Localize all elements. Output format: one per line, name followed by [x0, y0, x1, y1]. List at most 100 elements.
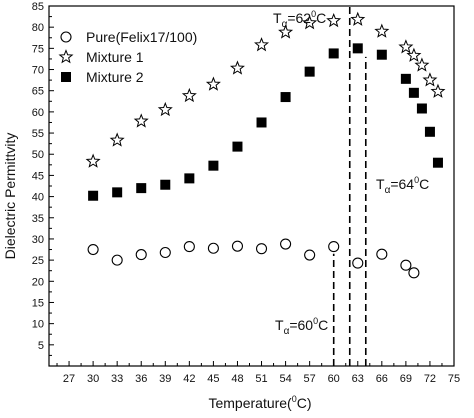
data-point: [254, 37, 270, 52]
data-point: [432, 157, 443, 168]
x-tick-label: 60: [328, 373, 340, 385]
data-point: [135, 249, 147, 261]
data-point: [231, 240, 244, 252]
data-point: [408, 87, 419, 98]
data-point: [280, 92, 291, 103]
data-point: [184, 173, 195, 184]
y-tick-label: 15: [32, 297, 44, 309]
y-axis-title: Dielectric Permittvity: [2, 133, 18, 260]
data-point: [376, 49, 387, 60]
x-tick-label: 45: [207, 373, 219, 385]
legend-label: Pure(Felix17/100): [86, 29, 197, 45]
data-point: [183, 241, 195, 253]
data-point: [352, 257, 364, 269]
y-tick-label: 25: [32, 255, 44, 267]
data-point: [205, 76, 221, 91]
data-point: [88, 190, 99, 201]
transition-label: Tα=620C: [273, 9, 326, 30]
data-point: [406, 47, 422, 62]
data-point: [304, 249, 316, 261]
x-tick-label: 36: [135, 373, 147, 385]
data-point: [85, 153, 101, 168]
data-point: [112, 187, 123, 198]
y-tick-label: 10: [32, 319, 44, 331]
x-tick-label: 69: [400, 373, 412, 385]
x-tick-label: 57: [304, 373, 316, 385]
data-point: [208, 160, 219, 171]
data-point: [400, 259, 412, 271]
x-tick-label: 33: [111, 373, 123, 385]
data-point: [109, 132, 125, 147]
y-tick-label: 50: [32, 149, 44, 161]
x-tick-label: 51: [255, 373, 267, 385]
y-tick-label: 40: [32, 192, 44, 204]
data-point: [229, 60, 245, 75]
data-point: [278, 24, 294, 39]
y-tick-label: 65: [32, 86, 44, 98]
y-tick-label: 20: [32, 276, 44, 288]
transition-label: Tα=600C: [275, 316, 328, 337]
x-axis-title: Temperature(0C): [208, 394, 311, 411]
data-point: [352, 43, 363, 54]
legend-label: Mixture 2: [86, 69, 144, 85]
x-tick-label: 54: [279, 373, 291, 385]
x-tick-label: 27: [63, 373, 75, 385]
y-tick-label: 30: [32, 234, 44, 246]
x-tick-label: 42: [183, 373, 195, 385]
y-tick-label: 60: [32, 107, 44, 119]
data-point: [159, 246, 171, 259]
data-point: [256, 117, 267, 128]
y-tick-label: 5: [38, 340, 44, 352]
data-point: [280, 238, 292, 250]
x-tick-label: 30: [87, 373, 99, 385]
data-point: [422, 72, 438, 87]
data-point: [400, 73, 411, 84]
data-point: [157, 101, 173, 117]
data-point: [430, 83, 446, 98]
data-point: [181, 87, 197, 103]
y-tick-label: 75: [32, 43, 44, 55]
data-point: [302, 15, 318, 30]
y-tick-label: 45: [32, 170, 44, 182]
data-point: [328, 48, 339, 59]
legend-marker: [58, 49, 74, 64]
y-tick-label: 70: [32, 65, 44, 77]
series-2: [85, 11, 446, 168]
data-point: [326, 12, 342, 28]
transition-label: Tα=640C: [376, 175, 429, 196]
x-tick-label: 72: [424, 373, 436, 385]
data-point: [424, 126, 435, 137]
data-point: [136, 183, 147, 194]
data-point: [408, 267, 420, 279]
data-point: [87, 243, 99, 256]
x-tick-label: 75: [448, 373, 460, 385]
legend-marker: [61, 72, 71, 82]
data-point: [398, 39, 414, 54]
x-tick-label: 63: [352, 373, 364, 385]
data-point: [416, 103, 427, 114]
y-tick-label: 55: [32, 128, 44, 140]
data-point: [374, 23, 390, 38]
data-point: [232, 141, 243, 152]
data-point: [350, 11, 366, 26]
data-point: [207, 242, 219, 254]
data-point: [255, 243, 268, 255]
x-tick-label: 39: [159, 373, 171, 385]
x-tick-label: 48: [231, 373, 243, 385]
x-tick-label: 66: [376, 373, 388, 385]
legend-marker: [60, 31, 72, 43]
series-3: [88, 43, 443, 201]
y-tick-label: 80: [32, 22, 44, 34]
data-point: [304, 66, 315, 77]
data-point: [376, 248, 388, 260]
y-tick-label: 35: [32, 213, 44, 225]
data-point: [414, 57, 430, 72]
data-point: [328, 241, 340, 253]
data-point: [111, 254, 123, 266]
legend-label: Mixture 1: [86, 49, 144, 65]
series-1: [87, 238, 420, 279]
y-tick-label: 85: [32, 1, 44, 13]
data-point: [160, 179, 171, 190]
